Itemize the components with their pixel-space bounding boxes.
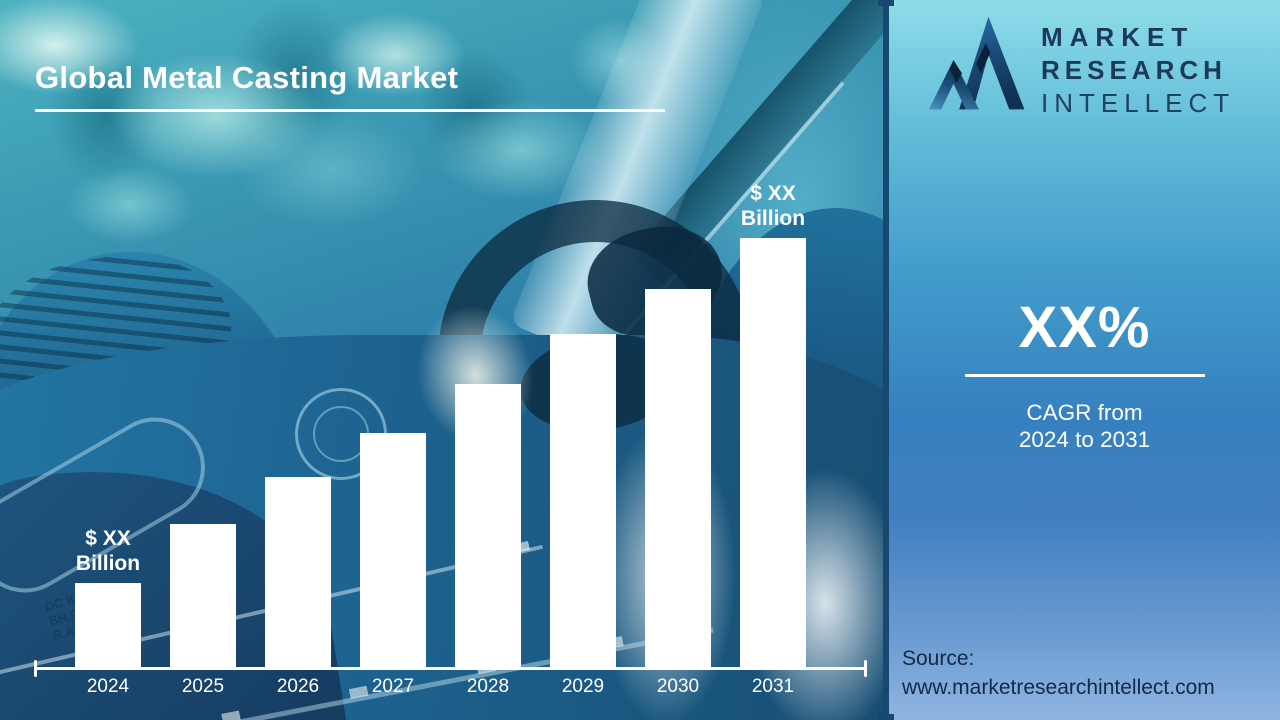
cagr-caption-line1: CAGR from <box>1026 400 1143 425</box>
chart-background-photo: DC K2 BR.90 M R AF <box>0 0 884 720</box>
bar-2029 <box>550 334 616 667</box>
bar-2030 <box>645 289 711 667</box>
x-axis-tick-right <box>864 660 867 677</box>
x-axis-label: 2030 <box>656 676 700 697</box>
source-url: www.marketresearchintellect.com <box>902 676 1215 699</box>
bar-2027 <box>360 433 426 667</box>
bar-2024 <box>75 582 141 667</box>
x-axis-label: 2025 <box>181 676 225 697</box>
bar-2025 <box>170 524 236 667</box>
brand-word-market: MARKET <box>1041 22 1195 52</box>
x-axis-line <box>35 667 866 670</box>
bar-2026 <box>265 476 331 667</box>
bar-column: $ XX Billion 2024 <box>75 160 141 697</box>
brand-word-research: RESEARCH <box>1041 55 1227 85</box>
bar-column: 2026 <box>265 160 331 697</box>
x-axis-tick-left <box>34 660 37 677</box>
x-axis-label: 2024 <box>86 676 130 697</box>
bar-value-label: $ XX Billion <box>740 182 806 230</box>
source-label: Source: <box>902 647 975 670</box>
panel-divider-line <box>878 0 894 720</box>
brand-wordmark: MARKET RESEARCH INTELLECT <box>1041 12 1235 120</box>
bar-chart: $ XX Billion 2024 2025 2026 2027 2028 2029 2030 $… <box>34 160 867 700</box>
bar-value-label: $ XX Billion <box>75 526 141 575</box>
x-axis-label: 2028 <box>466 676 510 697</box>
bar-2031 <box>740 238 806 667</box>
bar-column: 2027 <box>360 160 426 697</box>
bar-column: $ XX Billion 2031 <box>740 160 806 697</box>
bar-2028 <box>455 383 521 667</box>
cagr-divider-line <box>964 374 1205 377</box>
x-axis-label: 2026 <box>276 676 320 697</box>
cagr-value: XX% <box>1018 295 1151 360</box>
page-title: Global Metal Casting Market <box>35 60 459 95</box>
cagr-callout: XX% CAGR from 2024 to 2031 <box>889 294 1280 453</box>
brand-logo: MARKET RESEARCH INTELLECT <box>927 12 1235 120</box>
source-block: Source: www.marketresearchintellect.com <box>902 644 1215 702</box>
title-underline <box>35 109 665 112</box>
bar-chart-bars: $ XX Billion 2024 2025 2026 2027 2028 2029 2030 $… <box>75 160 806 697</box>
bar-column: 2025 <box>170 160 236 697</box>
x-axis-label: 2029 <box>561 676 605 697</box>
brand-word-intellect: INTELLECT <box>1041 88 1236 118</box>
cagr-caption-line2: 2024 to 2031 <box>1018 427 1151 452</box>
x-axis-label: 2027 <box>371 676 415 697</box>
bar-column: 2029 <box>550 160 616 697</box>
sidebar: MARKET RESEARCH INTELLECT XX% CAGR from … <box>889 0 1280 720</box>
bar-column: 2028 <box>455 160 521 697</box>
mountain-peaks-logo-icon <box>927 12 1031 114</box>
bar-column: 2030 <box>645 160 711 697</box>
x-axis-label: 2031 <box>751 676 795 697</box>
